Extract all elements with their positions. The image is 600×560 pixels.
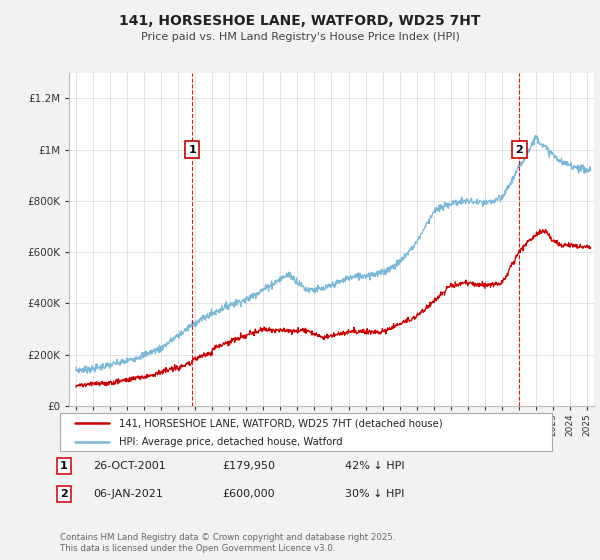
Text: 141, HORSESHOE LANE, WATFORD, WD25 7HT (detached house): 141, HORSESHOE LANE, WATFORD, WD25 7HT (… <box>119 418 443 428</box>
Text: 26-OCT-2001: 26-OCT-2001 <box>93 461 166 471</box>
Text: £600,000: £600,000 <box>222 489 275 499</box>
Text: 141, HORSESHOE LANE, WATFORD, WD25 7HT: 141, HORSESHOE LANE, WATFORD, WD25 7HT <box>119 14 481 28</box>
Text: £179,950: £179,950 <box>222 461 275 471</box>
Text: Price paid vs. HM Land Registry's House Price Index (HPI): Price paid vs. HM Land Registry's House … <box>140 32 460 42</box>
Text: Contains HM Land Registry data © Crown copyright and database right 2025.
This d: Contains HM Land Registry data © Crown c… <box>60 533 395 553</box>
Text: 1: 1 <box>188 144 196 155</box>
Text: 1: 1 <box>60 461 68 471</box>
Text: 42% ↓ HPI: 42% ↓ HPI <box>345 461 404 471</box>
Text: 30% ↓ HPI: 30% ↓ HPI <box>345 489 404 499</box>
Text: 2: 2 <box>60 489 68 499</box>
Text: HPI: Average price, detached house, Watford: HPI: Average price, detached house, Watf… <box>119 437 343 447</box>
Text: 2: 2 <box>515 144 523 155</box>
Text: 06-JAN-2021: 06-JAN-2021 <box>93 489 163 499</box>
